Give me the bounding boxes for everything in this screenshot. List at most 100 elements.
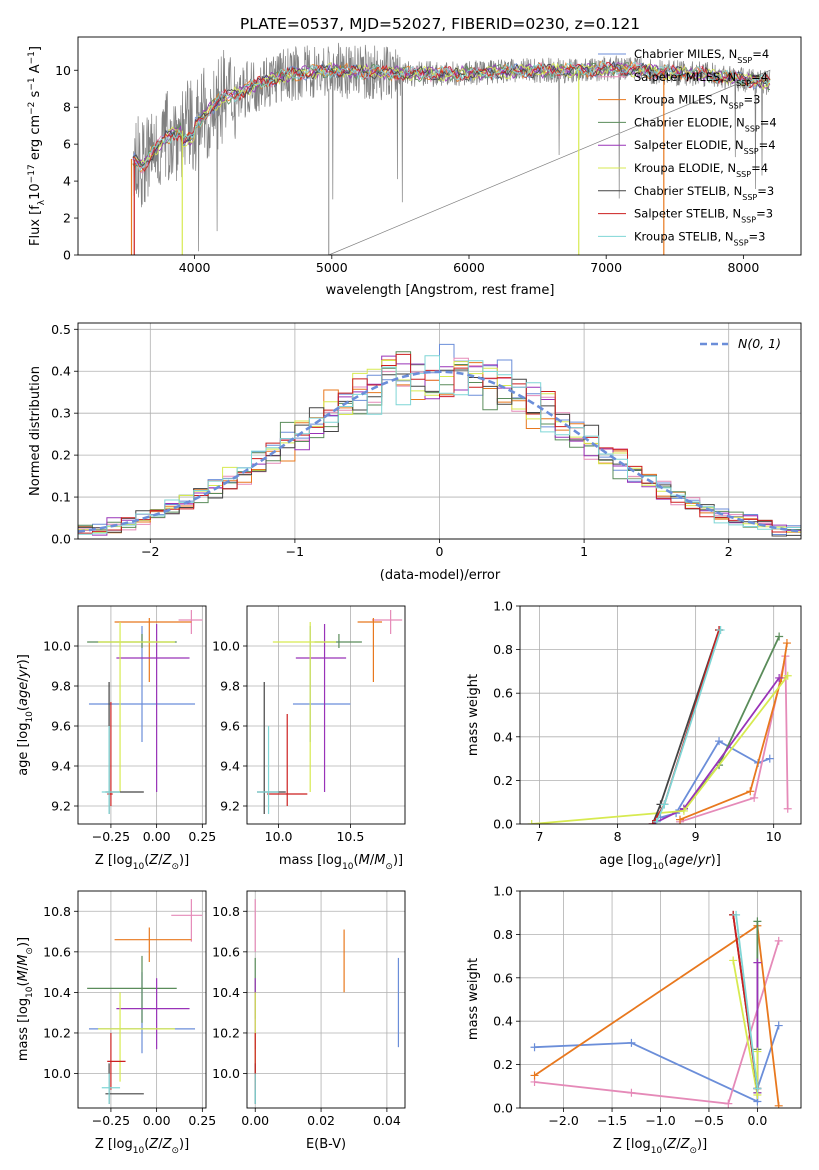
- axes-frame: [246, 890, 406, 1109]
- weight-marker-kroupa-miles: [782, 639, 791, 648]
- weight-marker-salpeter-elodie: [753, 958, 762, 967]
- y-tick-label: 0.0: [493, 1101, 513, 1116]
- mass-vs-ebv-panel: 0.00 0.02 0.04 10.0 10.2 10.4 10.6 10.8 E(B-V): [212, 890, 406, 1152]
- weight-marker-kroupa-miles: [530, 1071, 539, 1080]
- legend-label: Kroupa MILES, NSSP=3: [634, 93, 760, 111]
- x-tick-label: 2: [725, 544, 733, 559]
- x-tick-label: 7000: [590, 260, 622, 275]
- y-tick-label: 0.0: [51, 532, 71, 547]
- x-tick-label: 8: [614, 829, 622, 844]
- y-tick-label: 0.6: [493, 686, 513, 701]
- weight-marker-salpeter-miles: [774, 936, 783, 945]
- spectrum-panel: 4000 5000 6000 7000 8000 0 2 4 6 8 10 Chabrier MILE…: [27, 36, 802, 298]
- weight-marker-kroupa-elodie: [679, 806, 688, 815]
- y-tick-label: 0.4: [51, 364, 71, 379]
- weight-marker-chabrier-elodie: [775, 632, 784, 641]
- weight-marker-salpeter-miles: [783, 804, 792, 813]
- normal-curve: [78, 370, 801, 533]
- plot-area: [527, 625, 792, 824]
- legend-label: N(0, 1): [738, 336, 781, 351]
- x-tick-label: 0.25: [188, 829, 216, 844]
- y-tick-label: 6: [63, 137, 71, 152]
- weight-marker-kroupa-miles: [746, 787, 755, 796]
- weight-marker-chabrier-miles: [765, 754, 774, 763]
- x-tick-label: 5000: [316, 260, 348, 275]
- x-tick-label: 6000: [453, 260, 485, 275]
- x-axis-label: E(B-V): [306, 1137, 346, 1152]
- y-tick-label: 0.6: [493, 970, 513, 985]
- weight-line-chabrier-miles: [534, 1025, 780, 1103]
- y-tick-label: 1.0: [493, 599, 513, 614]
- x-axis-label: Z [log10(Z/Z⊙)]: [95, 853, 189, 872]
- weight-marker-kroupa-elodie: [527, 820, 536, 824]
- plot-area: [530, 910, 783, 1108]
- legend-label: Chabrier STELIB, NSSP=3: [634, 184, 774, 202]
- y-tick-label: 10.4: [43, 985, 71, 1000]
- y-tick-label: 10: [55, 63, 71, 78]
- weight-marker-chabrier-miles: [530, 1043, 539, 1052]
- weight-marker-kroupa-elodie: [783, 671, 792, 680]
- x-axis-label: wavelength [Angstrom, rest frame]: [326, 283, 555, 298]
- y-axis-label: mass weight: [466, 958, 481, 1040]
- weight-line-kroupa-miles: [533, 924, 780, 1106]
- y-tick-label: 9.2: [51, 799, 71, 814]
- y-tick-label: 0: [63, 248, 71, 263]
- legend-label: Salpeter STELIB, NSSP=3: [634, 207, 773, 225]
- y-tick-label: 0.8: [493, 927, 513, 942]
- y-axis-label: age [log10(age/yr)]: [16, 654, 35, 776]
- age-vs-mass-panel: 10.0 10.5 9.2 9.4 9.6 9.8 10.0 mass [log10(M/M⊙…: [212, 605, 406, 872]
- weight-marker-kroupa-miles: [774, 1101, 783, 1108]
- y-tick-label: 9.2: [220, 799, 240, 814]
- axes-frame: [519, 890, 802, 1109]
- y-tick-label: 10.4: [212, 985, 240, 1000]
- y-tick-label: 1.0: [493, 884, 513, 899]
- figure-title: PLATE=0537, MJD=52027, FIBERID=0230, z=0…: [240, 15, 640, 33]
- x-tick-label: 4000: [179, 260, 211, 275]
- weight-line-chabrier-elodie: [683, 636, 780, 810]
- x-tick-label: 7: [536, 829, 544, 844]
- weight-line-kroupa-elodie: [531, 675, 789, 824]
- x-tick-label: −1.5: [597, 1113, 627, 1128]
- y-tick-label: 9.6: [220, 719, 240, 734]
- mass-vs-metallicity-panel: −0.25 0.00 0.25 10.0 10.2 10.4 10.6 10.8 Z [log1…: [16, 890, 216, 1156]
- legend-label: Chabrier ELODIE, NSSP=4: [634, 115, 777, 132]
- y-tick-label: 10.0: [212, 639, 240, 654]
- y-tick-label: 0.0: [493, 817, 513, 832]
- axes-frame: [246, 605, 406, 825]
- axes-frame: [519, 605, 802, 825]
- y-tick-label: 8: [63, 100, 71, 115]
- weight-marker-kroupa-stelib: [753, 1084, 762, 1093]
- x-tick-label: 9: [692, 829, 700, 844]
- x-axis-label: mass [log10(M/M⊙)]: [279, 853, 403, 872]
- plot-area: [87, 610, 203, 814]
- x-tick-label: 0.25: [188, 1113, 216, 1128]
- x-tick-label: −2.0: [548, 1113, 578, 1128]
- weight-marker-kroupa-elodie: [729, 956, 738, 965]
- weight-marker-kroupa-stelib: [660, 800, 669, 809]
- weight-line-salpeter-miles: [534, 940, 780, 1105]
- x-axis-label: (data-model)/error: [380, 568, 501, 583]
- weight-marker-kroupa-stelib: [716, 625, 725, 634]
- axes-frame: [77, 890, 207, 1109]
- x-tick-label: 0.00: [143, 829, 171, 844]
- weight-marker-salpeter-miles: [627, 1088, 636, 1097]
- legend-label: Salpeter MILES, NSSP=4: [634, 70, 768, 88]
- legend-label: Kroupa ELODIE, NSSP=4: [634, 161, 768, 179]
- x-tick-label: −1.0: [645, 1113, 675, 1128]
- x-tick-label: 8000: [727, 260, 759, 275]
- y-tick-label: 0.4: [493, 1014, 513, 1029]
- y-axis-label: Flux [fλ10−17 erg cm−2 s−1 A−1]: [27, 46, 47, 246]
- y-tick-label: 9.4: [220, 759, 240, 774]
- x-axis-label: Z [log10(Z/Z⊙)]: [95, 1137, 189, 1156]
- x-tick-label: −0.25: [92, 829, 130, 844]
- x-tick-label: 0.04: [373, 1113, 401, 1128]
- weight-marker-salpeter-miles: [724, 1099, 733, 1108]
- weight-marker-chabrier-miles: [627, 1038, 636, 1047]
- y-tick-label: 10.2: [212, 1025, 240, 1040]
- x-axis-label: Z [log10(Z/Z⊙)]: [613, 1137, 707, 1156]
- weight-marker-kroupa-elodie: [753, 1047, 762, 1056]
- model-line-salpeter-stelib: [132, 61, 771, 172]
- axes-frame: [77, 605, 207, 825]
- x-tick-label: −0.25: [92, 1113, 130, 1128]
